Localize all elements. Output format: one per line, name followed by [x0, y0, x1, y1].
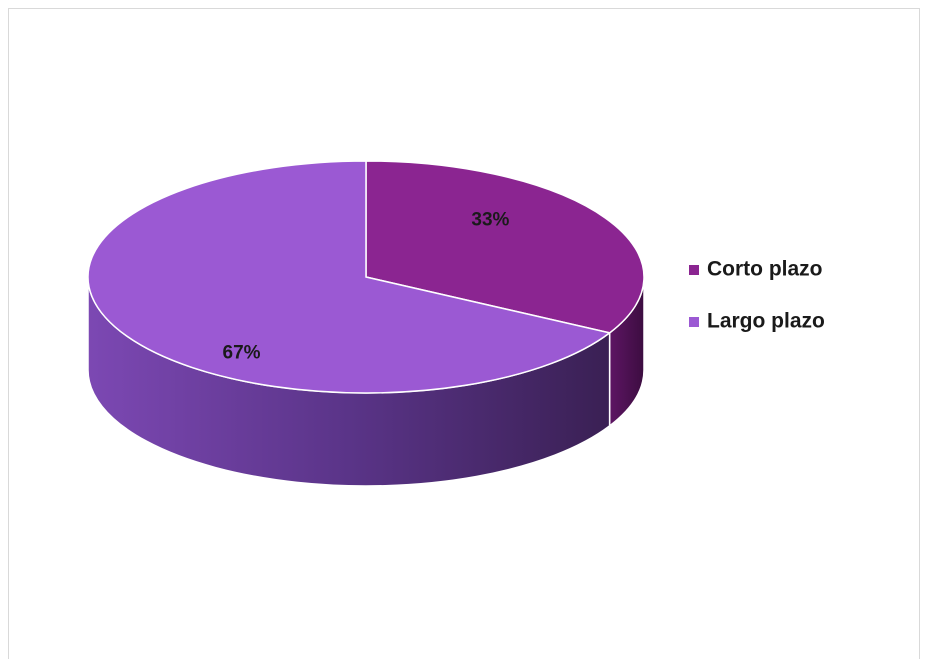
data-label: 33% [471, 209, 509, 230]
pie-slice [365, 160, 645, 334]
pie-slice [87, 160, 612, 394]
data-label: 67% [223, 343, 261, 364]
legend: Corto plazo Largo plazo [689, 258, 825, 333]
legend-swatch [689, 265, 699, 275]
data-labels: 33% 67% [223, 209, 510, 363]
legend-label: Corto plazo [707, 258, 823, 281]
legend-swatch [689, 317, 699, 327]
pie-tops [87, 160, 645, 394]
legend-label: Largo plazo [707, 310, 825, 333]
